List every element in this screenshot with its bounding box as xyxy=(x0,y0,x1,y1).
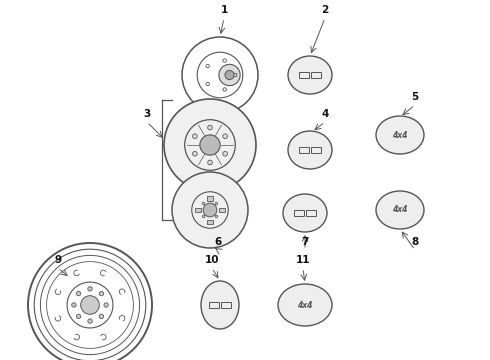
Bar xyxy=(209,302,219,308)
Ellipse shape xyxy=(104,303,108,307)
Ellipse shape xyxy=(172,172,248,248)
Text: 6: 6 xyxy=(215,237,221,247)
Ellipse shape xyxy=(201,281,239,329)
Text: 2: 2 xyxy=(321,5,329,15)
Text: 3: 3 xyxy=(144,109,150,119)
Ellipse shape xyxy=(193,152,197,156)
Text: 9: 9 xyxy=(54,255,62,265)
Ellipse shape xyxy=(72,303,76,307)
Ellipse shape xyxy=(81,296,99,314)
Text: 4x4: 4x4 xyxy=(297,301,313,310)
Ellipse shape xyxy=(219,64,240,86)
Ellipse shape xyxy=(215,215,218,218)
Ellipse shape xyxy=(376,116,424,154)
Ellipse shape xyxy=(202,202,205,205)
Text: 7: 7 xyxy=(301,237,309,247)
Ellipse shape xyxy=(203,203,217,217)
Ellipse shape xyxy=(193,134,197,139)
Bar xyxy=(298,72,309,78)
Bar xyxy=(221,302,231,308)
Ellipse shape xyxy=(164,99,256,191)
Ellipse shape xyxy=(76,292,81,296)
Ellipse shape xyxy=(200,135,220,155)
Bar xyxy=(298,147,309,153)
Ellipse shape xyxy=(376,191,424,229)
Ellipse shape xyxy=(202,215,205,218)
Text: 11: 11 xyxy=(296,255,310,265)
Text: 4x4: 4x4 xyxy=(392,206,408,215)
Text: 10: 10 xyxy=(205,255,219,265)
Ellipse shape xyxy=(225,71,234,80)
Text: 1: 1 xyxy=(220,5,228,15)
Ellipse shape xyxy=(76,314,81,319)
Ellipse shape xyxy=(99,314,103,319)
FancyBboxPatch shape xyxy=(207,196,213,201)
Ellipse shape xyxy=(288,56,332,94)
Ellipse shape xyxy=(223,134,227,139)
Ellipse shape xyxy=(88,319,92,323)
Bar xyxy=(294,210,304,216)
Ellipse shape xyxy=(88,287,92,291)
FancyBboxPatch shape xyxy=(219,208,225,212)
Text: 4x4: 4x4 xyxy=(392,130,408,139)
Bar xyxy=(311,147,321,153)
Ellipse shape xyxy=(99,292,103,296)
Ellipse shape xyxy=(215,202,218,205)
Ellipse shape xyxy=(223,152,227,156)
Ellipse shape xyxy=(278,284,332,326)
Bar xyxy=(311,72,321,78)
FancyBboxPatch shape xyxy=(207,220,213,224)
Ellipse shape xyxy=(288,131,332,169)
Text: 5: 5 xyxy=(412,92,418,102)
Ellipse shape xyxy=(208,160,212,165)
Bar xyxy=(306,210,317,216)
Ellipse shape xyxy=(208,125,212,130)
FancyBboxPatch shape xyxy=(195,208,201,212)
Text: 8: 8 xyxy=(412,237,418,247)
Text: 4: 4 xyxy=(321,109,329,119)
Ellipse shape xyxy=(283,194,327,232)
